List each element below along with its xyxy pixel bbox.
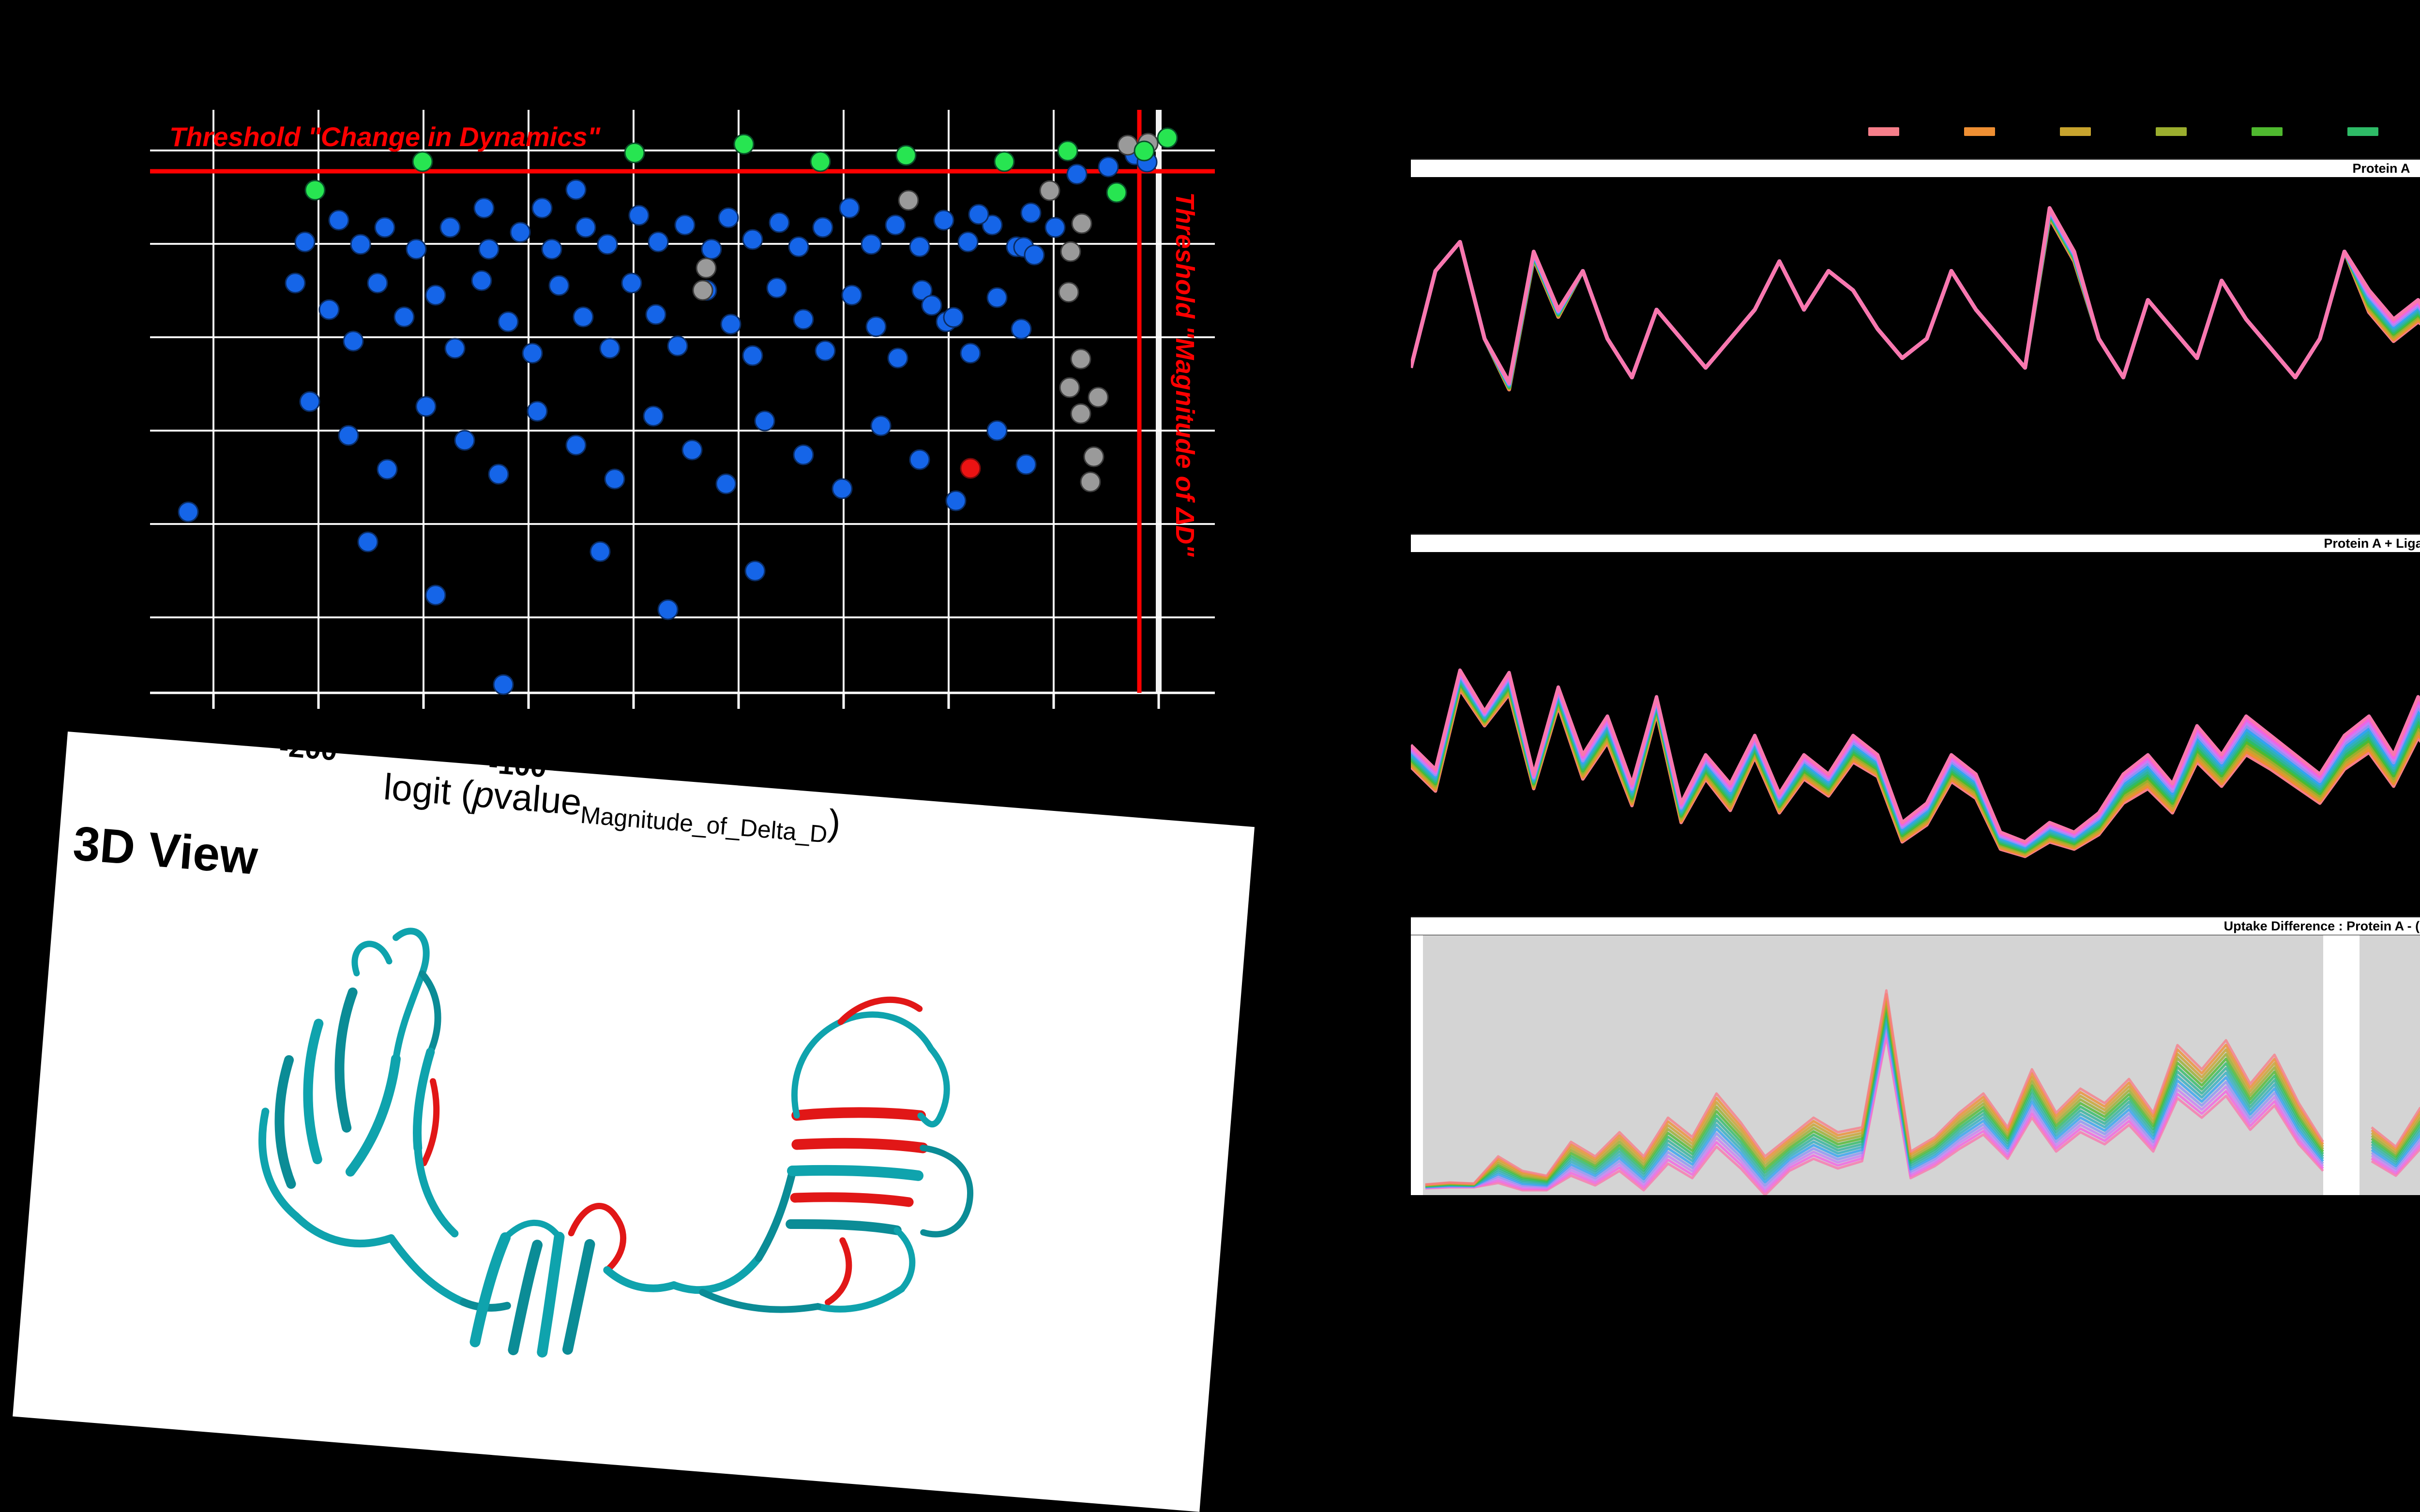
svg-text:Threshold "Magnitude of ΔD": Threshold "Magnitude of ΔD" [1170,192,1199,557]
legend-swatch-4[interactable] [2156,127,2187,136]
chart-title-protein-a-label: Protein A [2352,161,2410,176]
legend-swatch-5[interactable] [2252,127,2283,136]
exposure-legend [1868,127,2420,136]
chart-title-uptake-difference: Uptake Difference : Protein A - (Protein… [1411,916,2420,937]
3d-view-title: 3D View [71,816,260,885]
chart-title-uptake-difference-label: Uptake Difference : Protein A - (Protein… [2223,918,2420,933]
chart-title-protein-a-ligand-label: Protein A + Ligand [2324,536,2420,551]
legend-swatch-1[interactable] [1868,127,1899,136]
chart-title-protein-a-ligand: Protein A + Ligand [1411,533,2420,552]
uptake-chart-protein-a[interactable] [1411,176,2420,533]
diff-chart-white-gap [1411,935,1423,1195]
legend-swatch-2[interactable] [1964,127,1995,136]
chart-title-protein-a: Protein A [1411,158,2420,177]
legend-swatch-6[interactable] [2347,127,2378,136]
diff-chart-white-gap [2323,935,2360,1195]
protein-ribbon-structure[interactable] [203,905,1088,1407]
3d-view-panel[interactable]: -200 -100 logit (pvalueMagnitude_of_Delt… [13,730,1255,1512]
app-canvas: Threshold "Change in Dynamics" Threshold … [13,110,2420,1512]
legend-swatch-3[interactable] [2060,127,2091,136]
volcano-plot-svg[interactable]: Threshold "Change in Dynamics" Threshold … [150,110,1215,710]
x-tick-label: -200 [278,730,339,767]
uptake-difference-svg[interactable] [1411,935,2420,1195]
uptake-difference-chart[interactable] [1411,935,2420,1195]
uptake-chart-protein-a-ligand[interactable] [1411,551,2420,916]
svg-text:Threshold "Change in Dynamics": Threshold "Change in Dynamics" [169,121,601,152]
volcano-plot[interactable]: Threshold "Change in Dynamics" Threshold … [150,110,1215,710]
volcano-x-axis-label: logit (pvalueMagnitude_of_Delta_D) [382,766,842,848]
